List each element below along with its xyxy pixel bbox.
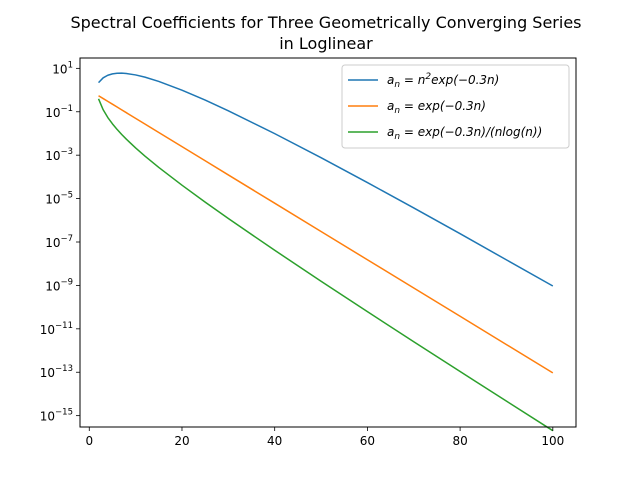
series-line-3	[97, 98, 554, 432]
x-tick-label: 60	[360, 434, 375, 448]
legend-label-3: an = exp(−0.3n)/(nlog(n))	[387, 125, 542, 142]
x-tick-label: 100	[541, 434, 564, 448]
y-tick-label: 101	[52, 60, 73, 76]
x-tick-label: 40	[267, 434, 282, 448]
y-tick-label: 10−1	[45, 104, 73, 120]
x-tick-label: 80	[452, 434, 467, 448]
legend: an = n2exp(−0.3n) an = exp(−0.3n) an = exp…	[341, 64, 570, 149]
y-tick-label: 10−3	[45, 147, 73, 163]
y-tick-label: 10−13	[40, 364, 73, 380]
plot-frame	[79, 57, 577, 428]
y-axis: 101 10−1 10−3 10−5 10−7 10−9 10−11 10−13 10−15	[40, 60, 80, 424]
y-tick-label: 10−7	[45, 234, 73, 250]
legend-frame	[341, 64, 570, 149]
x-tick-label: 20	[174, 434, 189, 448]
series-line-2	[98, 95, 554, 374]
series-layer	[97, 72, 554, 432]
legend-label-1: an = n2exp(−0.3n)	[387, 72, 499, 90]
y-tick-label: 10−5	[45, 191, 73, 207]
chart-title-line1: Spectral Coefficients for Three Geometri…	[70, 13, 581, 32]
y-tick-label: 10−11	[40, 321, 73, 337]
chart-title-line2: in Loglinear	[279, 34, 373, 53]
y-tick-label: 10−9	[45, 277, 73, 293]
series-line-1	[97, 72, 554, 287]
x-axis: 0 20 40 60 80 100	[85, 427, 564, 448]
legend-label-2: an = exp(−0.3n)	[387, 99, 486, 116]
y-tick-label: 10−15	[40, 408, 73, 424]
x-tick-label: 0	[85, 434, 93, 448]
